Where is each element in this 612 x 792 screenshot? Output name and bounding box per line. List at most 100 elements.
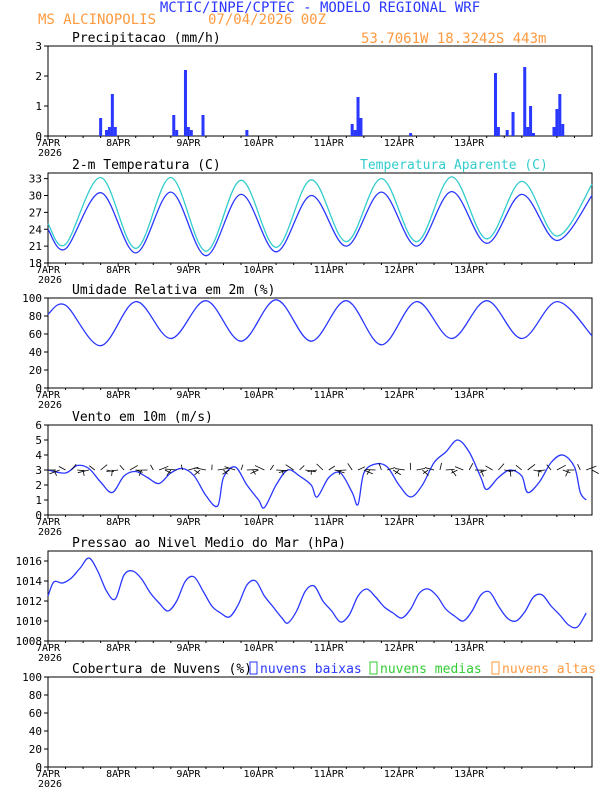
wind-arrow [416,467,426,471]
wind-arrow [71,463,77,471]
precip-bar [493,73,497,136]
precip-bar [172,115,176,136]
wind-arrow [307,469,318,473]
y-tick-label: 3 [35,40,42,53]
wind-arrow [158,465,169,471]
y-tick-label: 1014 [16,575,43,588]
y-tick-label: 20 [29,364,42,377]
chart-title: MCTIC/INPE/CPTEC - MODELO REGIONAL WRF [160,0,480,16]
wind-arrow [591,469,599,474]
precip-bar [496,127,500,136]
precip-bar [186,127,190,136]
x-year-label: 2026 [38,275,62,286]
panel-frame [47,45,593,137]
wind-arrow [164,469,172,474]
apparent-temp-line [47,176,593,252]
wind-arrow [586,465,597,471]
wind-arrow [129,465,139,471]
precip-bar [526,127,530,136]
pressure-line [47,557,587,629]
panel-frame [47,297,593,389]
precip-bar [532,133,536,136]
x-tick-label: 8APR [106,265,131,276]
y-tick-label: 60 [29,707,42,720]
wind-arrow [58,466,66,471]
location-label: MS ALCINOPOLIS [38,12,156,28]
x-tick-label: 12APR [384,265,415,276]
x-year-label: 2026 [38,653,62,664]
y-tick-label: 27 [29,206,42,219]
wind-arrow [222,469,230,475]
x-tick-label: 8APR [106,138,131,149]
wind-arrow [328,465,336,471]
y-tick-label: 100 [22,292,42,305]
y-tick-label: 2 [35,70,42,83]
coordinates-label: 53.7061W 18.3242S 443m [361,31,546,47]
legend-swatch [249,661,258,675]
wind-arrow [424,467,435,471]
x-tick-label: 10APR [244,390,275,401]
wind-arrow [194,469,200,475]
x-year-label: 2026 [38,779,62,790]
wind-arrow [269,464,274,471]
wind-arrow [508,469,517,473]
panel-frame [47,172,593,264]
y-tick-label: 80 [29,310,42,323]
wind-arrow [336,469,347,472]
precip-bar [359,118,363,136]
wind-arrow [254,465,265,471]
precip-bar [353,130,357,136]
legend-label: nuvens medias [380,662,482,677]
x-tick-label: 9APR [176,138,201,149]
x-tick-label: 9APR [176,769,201,780]
wind-arrow [281,469,284,475]
precip-bar [555,109,559,136]
x-tick-label: 9APR [176,390,201,401]
wind-arrow [194,469,201,476]
y-tick-label: 21 [29,240,42,253]
wind-arrow [562,469,571,474]
wind-arrow [77,469,90,474]
y-tick-label: 6 [35,419,42,432]
x-tick-label: 7APR [36,138,61,149]
temp-line [47,190,593,257]
panel-frame [47,676,593,768]
wind-arrow [565,469,569,477]
precip-bar [113,127,117,136]
y-tick-label: 1 [35,100,42,113]
wind-arrow [498,463,505,471]
wind-arrow [422,469,429,476]
x-tick-label: 13APR [454,643,485,654]
wind-arrow [194,467,207,471]
x-year-label: 2026 [38,527,62,538]
wind-arrow [119,464,125,471]
wind-arrow [166,469,172,476]
wind-arrow [577,464,581,471]
x-tick-label: 12APR [384,517,415,528]
wind-arrow [537,469,540,477]
y-tick-label: 0 [35,382,42,395]
x-tick-label: 12APR [384,769,415,780]
precip-bar [107,127,111,136]
y-tick-label: 100 [22,671,42,684]
wind-arrow [334,469,345,474]
panel-title: Precipitacao (mm/h) [72,31,221,46]
x-tick-label: 10APR [244,265,275,276]
wind-arrow [454,466,464,471]
y-tick-label: 3 [35,464,42,477]
wind-arrow [188,466,199,471]
wind-arrow [387,467,396,471]
x-tick-label: 12APR [384,643,415,654]
x-tick-label: 9APR [176,643,201,654]
precip-bar [99,118,103,136]
wind-arrow [164,468,177,471]
y-tick-label: 60 [29,328,42,341]
x-tick-label: 10APR [244,138,275,149]
wind-arrow [378,462,382,471]
x-tick-label: 7APR [36,769,61,780]
y-tick-label: 1 [35,494,42,507]
wind-arrow [395,468,405,471]
x-tick-label: 11APR [314,390,345,401]
legend-label: nuvens baixas [260,662,362,677]
